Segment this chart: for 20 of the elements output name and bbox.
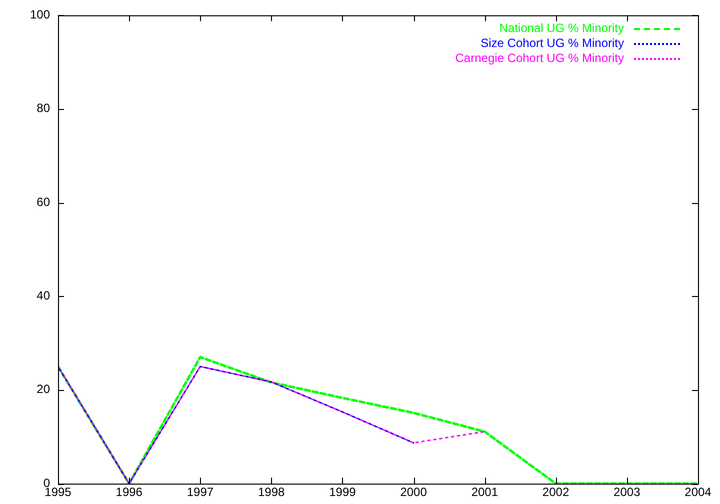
y-tick-label: 60 [36, 194, 50, 209]
legend-label: Carnegie Cohort UG % Minority [455, 51, 624, 66]
y-tick-label: 40 [36, 288, 50, 303]
x-tick-label: 2001 [471, 485, 498, 500]
x-tick-label: 2004 [684, 485, 712, 500]
line-series [58, 366, 414, 484]
legend-label: National UG % Minority [499, 21, 624, 36]
x-tick-label: 2000 [400, 485, 428, 500]
legend-label: Size Cohort UG % Minority [480, 36, 624, 52]
y-tick-label: 20 [36, 382, 50, 396]
y-tick-label: 80 [36, 101, 50, 116]
x-tick-label: 2002 [542, 485, 570, 500]
x-tick-label: 1997 [186, 485, 214, 500]
x-tick-label: 1999 [329, 485, 356, 500]
line-series [58, 356, 698, 484]
x-tick-label: 2003 [614, 485, 641, 500]
x-tick-label: 1998 [258, 485, 286, 500]
y-tick-label: 100 [30, 8, 50, 22]
line-series [58, 366, 486, 484]
x-tick-label: 1996 [116, 485, 143, 500]
